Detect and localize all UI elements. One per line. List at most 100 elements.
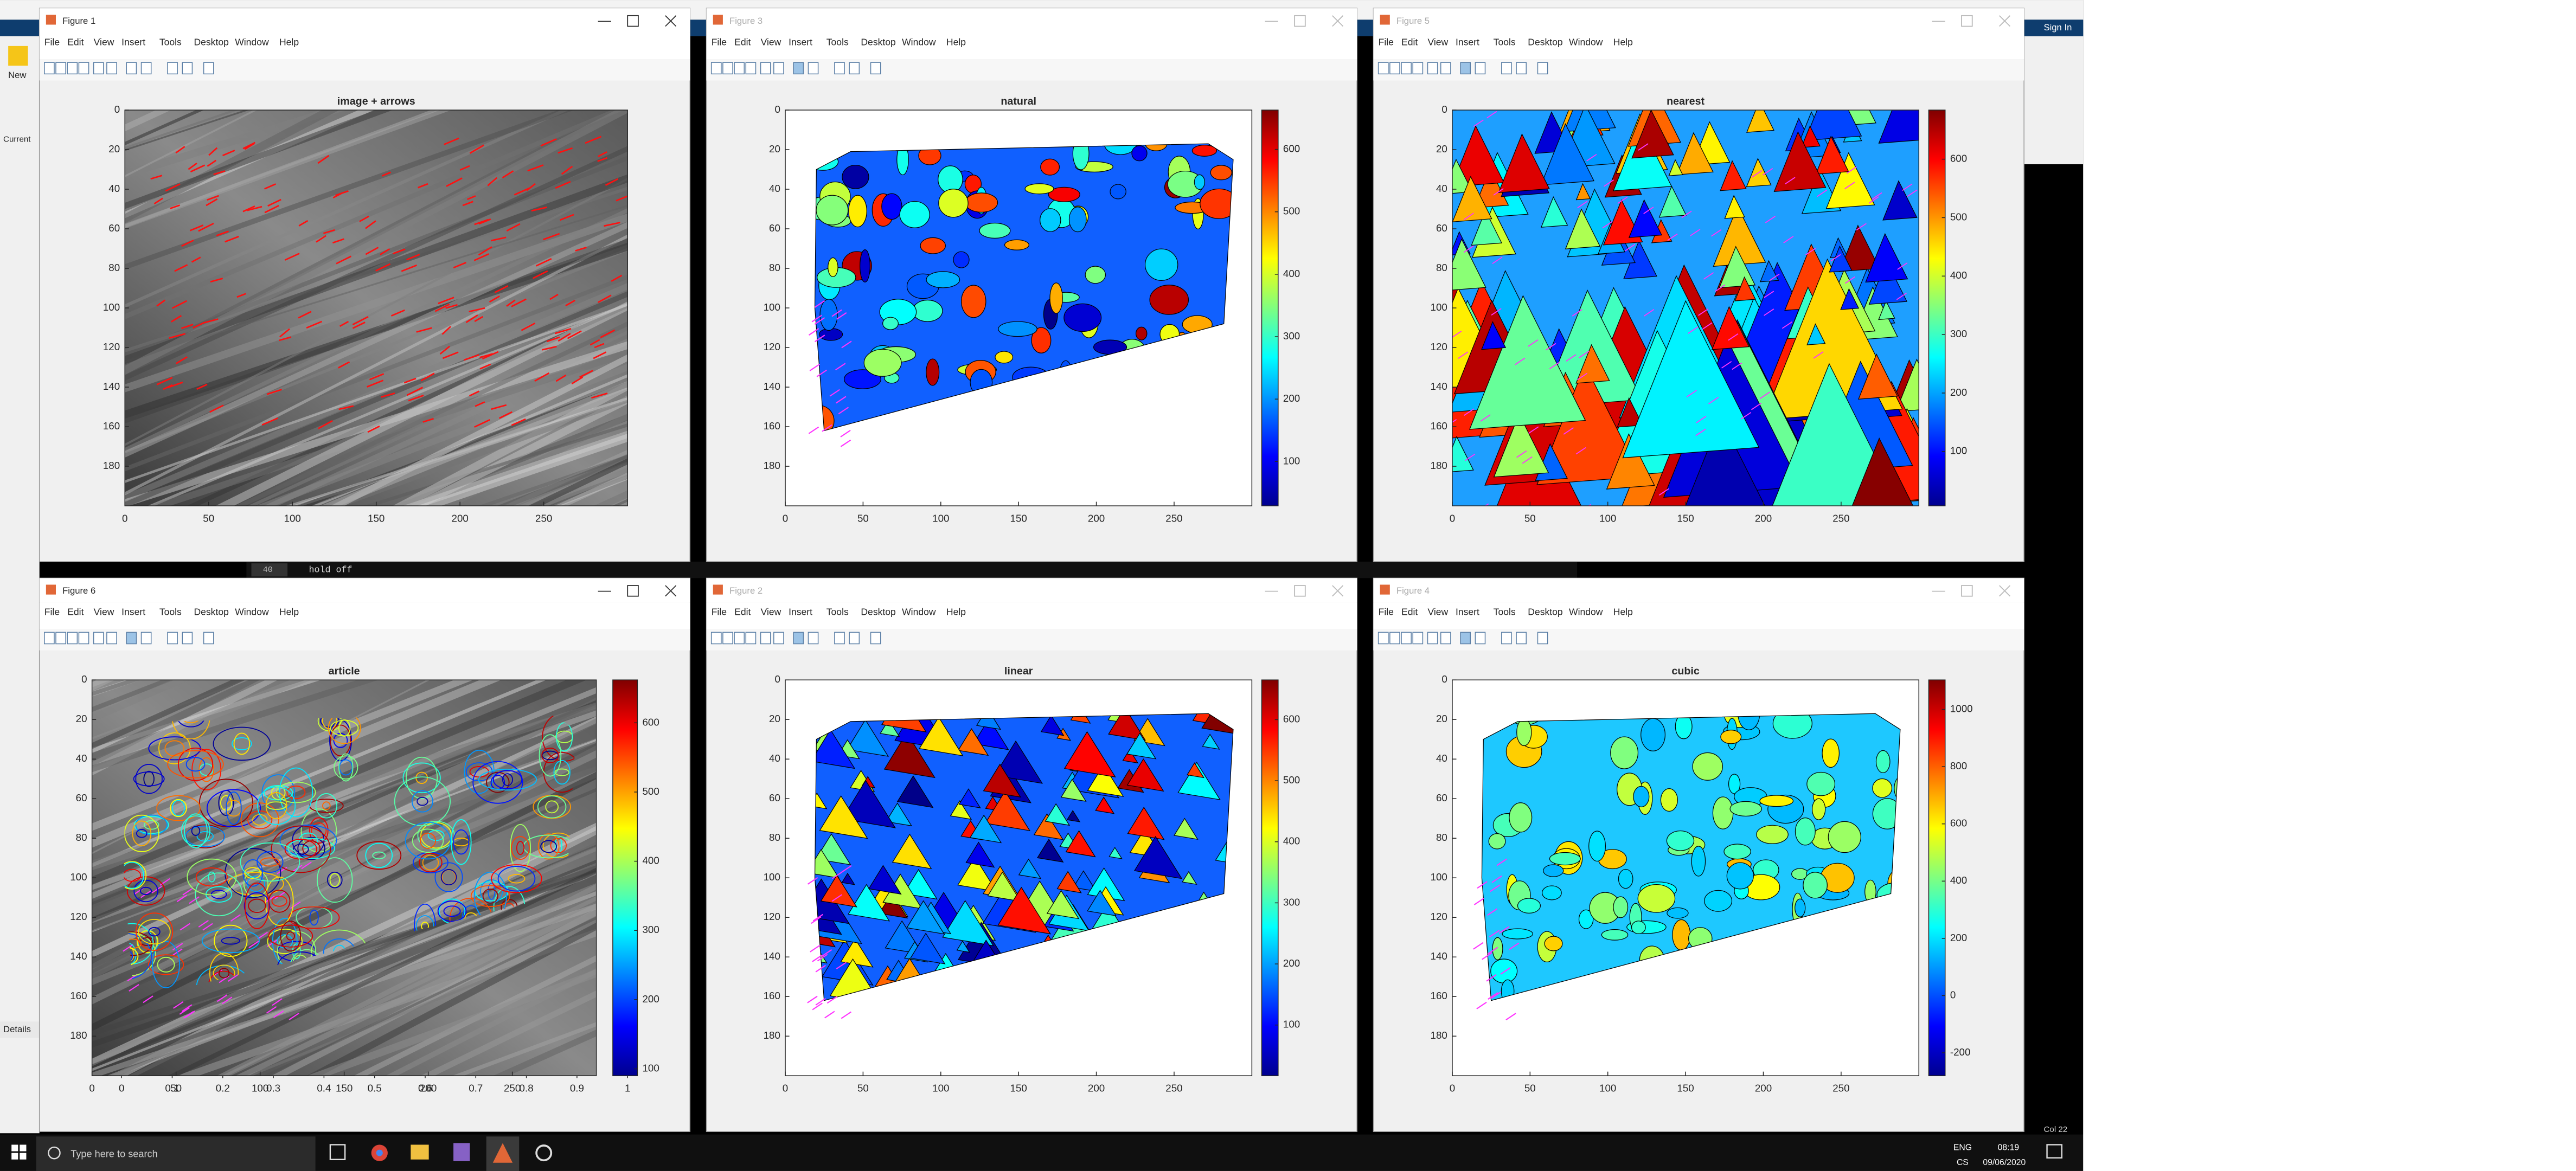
toolbar-button[interactable] <box>78 62 89 75</box>
start-logo[interactable] <box>20 1144 27 1151</box>
toolbar-button[interactable] <box>834 632 845 645</box>
menu-item[interactable]: Edit <box>1401 607 1418 617</box>
search-box[interactable] <box>36 1136 316 1171</box>
toolbar-button[interactable] <box>44 62 55 75</box>
toolbar-button[interactable] <box>1460 632 1471 645</box>
toolbar-button[interactable] <box>167 632 178 645</box>
menu-item[interactable]: Help <box>946 607 966 617</box>
menu-item[interactable]: Edit <box>734 36 751 47</box>
menu-item[interactable]: File <box>712 36 727 47</box>
toolbar-button[interactable] <box>126 62 137 75</box>
menu-item[interactable]: Desktop <box>1528 607 1563 617</box>
toolbar-button[interactable] <box>55 632 66 645</box>
new-icon[interactable] <box>8 46 28 66</box>
maximize-button[interactable] <box>627 15 639 27</box>
menu-item[interactable]: Help <box>279 607 299 617</box>
toolbar-button[interactable] <box>93 632 104 645</box>
sign-in-bar[interactable] <box>2024 20 2084 36</box>
menu-item[interactable]: Window <box>1569 607 1603 617</box>
menu-item[interactable]: Tools <box>826 36 849 47</box>
new-button[interactable]: New <box>8 70 27 80</box>
toolbar-button[interactable] <box>870 62 881 75</box>
start-logo[interactable] <box>11 1144 18 1151</box>
menu-item[interactable]: File <box>712 607 727 617</box>
keyboard-layout[interactable]: CS <box>1957 1158 1969 1167</box>
sign-in[interactable]: Sign In <box>2043 22 2072 33</box>
toolbar-button[interactable] <box>1516 62 1527 75</box>
toolbar-button[interactable] <box>760 632 771 645</box>
start-logo[interactable] <box>20 1153 27 1160</box>
details-bar[interactable] <box>0 1021 40 1038</box>
maximize-button[interactable] <box>627 585 639 597</box>
toolbar-button[interactable] <box>182 62 193 75</box>
toolbar-button[interactable] <box>1475 632 1486 645</box>
toolbar-button[interactable] <box>734 632 745 645</box>
menu-item[interactable]: Desktop <box>194 607 229 617</box>
toolbar-button[interactable] <box>106 62 117 75</box>
toolbar-button[interactable] <box>1389 62 1400 75</box>
close-button[interactable] <box>665 585 677 597</box>
toolbar-button[interactable] <box>1412 62 1424 75</box>
toolbar-button[interactable] <box>722 632 733 645</box>
toolbar-button[interactable] <box>1537 632 1548 645</box>
vs-icon[interactable] <box>453 1143 470 1161</box>
toolbar-button[interactable] <box>167 62 178 75</box>
close-button[interactable] <box>665 15 677 27</box>
toolbar-button[interactable] <box>1377 62 1389 75</box>
toolbar-button[interactable] <box>140 62 152 75</box>
menu-item[interactable]: Edit <box>67 607 84 617</box>
toolbar-button[interactable] <box>1401 632 1412 645</box>
toolbar-button[interactable] <box>55 62 66 75</box>
close-button[interactable] <box>1332 15 1344 27</box>
toolbar-button[interactable] <box>78 632 89 645</box>
clock-date[interactable]: 09/06/2020 <box>1983 1158 2026 1167</box>
toolbar-button[interactable] <box>760 62 771 75</box>
toolbar-button[interactable] <box>1412 632 1424 645</box>
toolbar-button[interactable] <box>808 632 819 645</box>
menu-item[interactable]: View <box>761 36 781 47</box>
menu-item[interactable]: Tools <box>159 36 182 47</box>
menu-item[interactable]: Desktop <box>1528 36 1563 47</box>
toolbar-button[interactable] <box>793 632 804 645</box>
toolbar-button[interactable] <box>1427 62 1438 75</box>
close-button[interactable] <box>1999 585 2011 597</box>
menu-item[interactable]: Help <box>1613 36 1633 47</box>
toolbar-button[interactable] <box>1377 632 1389 645</box>
toolbar-button[interactable] <box>1501 632 1512 645</box>
toolbar-button[interactable] <box>1440 632 1451 645</box>
menu-item[interactable]: File <box>1379 607 1394 617</box>
toolbar-button[interactable] <box>722 62 733 75</box>
toolbar-button[interactable] <box>93 62 104 75</box>
menu-item[interactable]: Help <box>1613 607 1633 617</box>
menu-item[interactable]: Desktop <box>861 607 896 617</box>
toolbar-button[interactable] <box>710 62 722 75</box>
menu-item[interactable]: Desktop <box>194 36 229 47</box>
details[interactable]: Details <box>3 1024 31 1034</box>
maximize-button[interactable] <box>1961 15 1973 27</box>
maximize-button[interactable] <box>1294 15 1306 27</box>
clock-time[interactable]: 08:19 <box>1998 1143 2020 1153</box>
menu-item[interactable]: Window <box>1569 36 1603 47</box>
menu-item[interactable]: Edit <box>67 36 84 47</box>
menu-item[interactable]: Insert <box>121 607 145 617</box>
toolbar-button[interactable] <box>1501 62 1512 75</box>
toolbar-button[interactable] <box>67 632 78 645</box>
toolbar-button[interactable] <box>773 632 784 645</box>
menu-item[interactable]: View <box>1427 607 1448 617</box>
toolbar-button[interactable] <box>44 632 55 645</box>
menu-item[interactable]: View <box>1427 36 1448 47</box>
menu-item[interactable]: Window <box>902 36 936 47</box>
menu-item[interactable]: View <box>761 607 781 617</box>
toolbar-button[interactable] <box>1427 632 1438 645</box>
toolbar-button[interactable] <box>849 632 860 645</box>
menu-item[interactable]: Insert <box>1456 36 1479 47</box>
menu-item[interactable]: Tools <box>159 607 182 617</box>
menu-item[interactable]: Window <box>235 36 269 47</box>
toolbar-button[interactable] <box>203 62 214 75</box>
toolbar-button[interactable] <box>67 62 78 75</box>
toolbar-button[interactable] <box>1401 62 1412 75</box>
menu-item[interactable]: Edit <box>734 607 751 617</box>
menu-item[interactable]: View <box>94 36 114 47</box>
toolbar-button[interactable] <box>793 62 804 75</box>
maximize-button[interactable] <box>1294 585 1306 597</box>
